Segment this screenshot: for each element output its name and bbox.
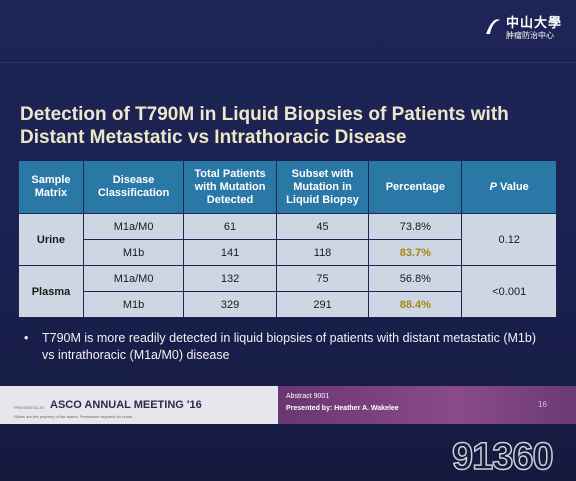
p-value: <0.001 xyxy=(461,265,557,318)
table-cell: 75 xyxy=(275,265,370,292)
table-row: M1b 329 291 88.4% xyxy=(19,291,557,318)
table-cell: 118 xyxy=(275,239,370,266)
table-cell: M1b xyxy=(82,291,185,318)
watermark: 91360 xyxy=(451,435,554,479)
table-cell: 141 xyxy=(183,239,277,266)
table-cell: M1b xyxy=(82,239,185,266)
table-cell: 73.8% xyxy=(368,213,463,240)
title: Distant Metastatic vs Intrathoracic Dise… xyxy=(20,127,407,148)
presented-at: PRESENTED AT: xyxy=(14,405,45,410)
table-cell: M1a/M0 xyxy=(82,213,185,240)
column-header: Subset with Mutation in Liquid Biopsy xyxy=(275,160,370,214)
table-cell: 88.4% xyxy=(368,291,463,318)
column-header: Disease Classification xyxy=(82,160,185,214)
logo-title: 中山大學 xyxy=(506,15,563,30)
table-cell: 56.8% xyxy=(368,265,463,292)
table-cell: 83.7% xyxy=(368,239,463,266)
table-row: Plasma M1a/M0 132 75 56.8% <0.001 xyxy=(18,265,557,318)
column-header: Sample Matrix xyxy=(18,160,84,214)
divider xyxy=(0,62,576,63)
meeting: ASCO ANNUAL MEETING '16 xyxy=(50,399,202,411)
table-cell: 132 xyxy=(183,265,277,292)
table-cell: 61 xyxy=(183,213,277,240)
footer-band xyxy=(278,386,576,424)
disclaimer: Slides are the property of the author. P… xyxy=(14,414,134,419)
title: Detection of T790M in Liquid Biopsies of… xyxy=(20,104,509,125)
column-header: P Value xyxy=(461,160,557,214)
table-cell: 45 xyxy=(275,213,370,240)
table-row: M1b 141 118 83.7% xyxy=(19,239,557,266)
sample-matrix: Urine xyxy=(18,213,84,266)
logo-subtitle: 肿瘤防治中心 xyxy=(506,31,554,40)
presenter: Presented by: Heather A. Wakelee xyxy=(286,405,399,412)
table-cell: M1a/M0 xyxy=(82,265,185,292)
page-number: 16 xyxy=(538,400,547,409)
sample-matrix: Plasma xyxy=(18,265,84,318)
bullet: T790M is more readily detected in liquid… xyxy=(24,330,542,364)
table-row: Urine M1a/M0 61 45 73.8% 0.12 xyxy=(18,213,557,266)
column-header: Total Patients with Mutation Detected xyxy=(183,160,277,214)
logo-mark xyxy=(486,19,500,34)
data-table: Sample Matrix Disease Classification Total… xyxy=(18,160,557,318)
column-header: Percentage xyxy=(368,160,463,214)
table-cell: 329 xyxy=(183,291,277,318)
p-value: 0.12 xyxy=(461,213,557,266)
abstract: Abstract 9001 xyxy=(286,393,330,400)
table-cell: 291 xyxy=(275,291,370,318)
